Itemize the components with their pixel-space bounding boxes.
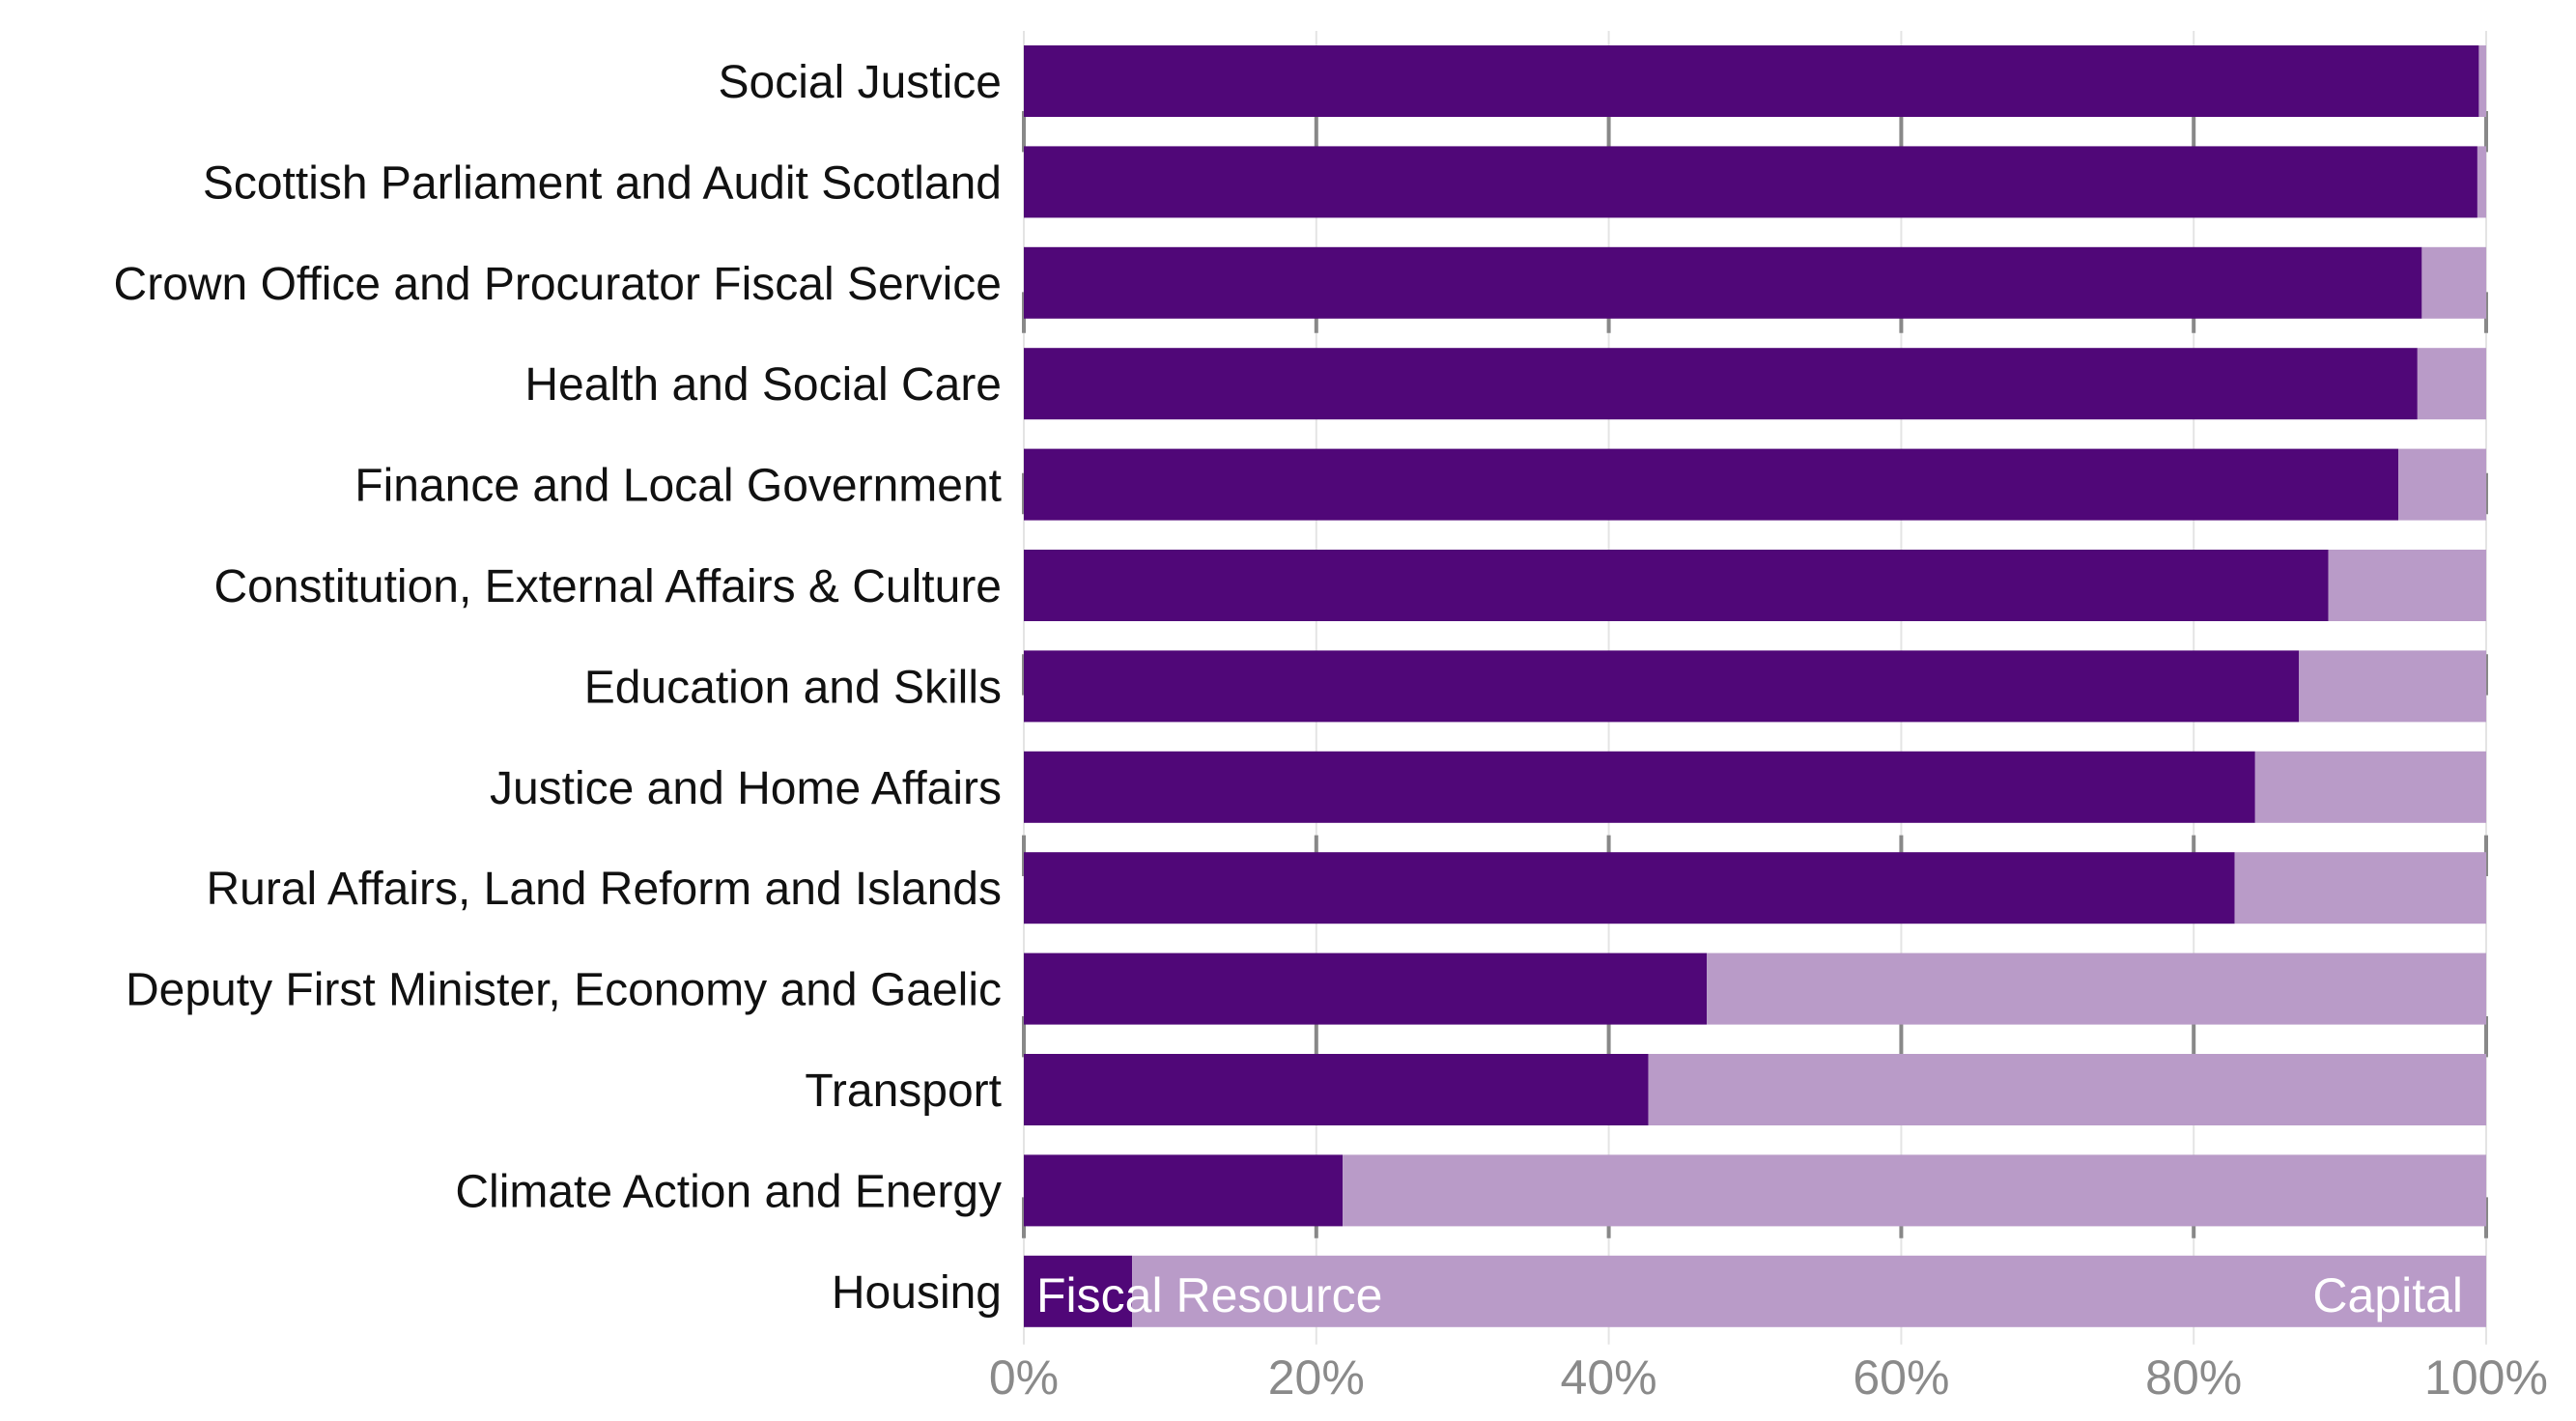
series-label-fiscal-resource: Fiscal Resource xyxy=(1036,1268,1382,1322)
bar-fiscal-resource xyxy=(1024,751,2255,823)
bar-fiscal-resource xyxy=(1024,348,2418,420)
category-label: Climate Action and Energy xyxy=(455,1166,1002,1217)
category-labels: Social Justice Scottish Parliament and Au… xyxy=(114,57,1002,1319)
category-label: Deputy First Minister, Economy and Gaeli… xyxy=(126,965,1002,1016)
x-tick-labels: 0% 20% 40% 60% 80% 100% xyxy=(989,1350,2548,1405)
x-tick-label: 40% xyxy=(1561,1350,1657,1405)
bar-capital xyxy=(2328,550,2486,621)
category-label: Housing xyxy=(832,1267,1002,1319)
bar-fiscal-resource xyxy=(1024,45,2479,117)
x-tick-label: 0% xyxy=(989,1350,1059,1405)
category-label: Transport xyxy=(805,1066,1002,1117)
bar-capital xyxy=(2421,246,2486,319)
x-tick-label: 100% xyxy=(2424,1350,2548,1405)
bar-capital xyxy=(2398,448,2486,521)
bar-capital xyxy=(2417,348,2486,420)
category-label: Social Justice xyxy=(719,57,1002,108)
bar-fiscal-resource xyxy=(1024,650,2300,723)
bar-fiscal-resource xyxy=(1024,550,2329,621)
x-tick-label: 60% xyxy=(1853,1350,1949,1405)
category-label: Health and Social Care xyxy=(524,359,1002,411)
bar-capital xyxy=(2477,146,2486,218)
x-tick-label: 20% xyxy=(1268,1350,1365,1405)
category-label: Justice and Home Affairs xyxy=(490,763,1002,814)
bar-fiscal-resource xyxy=(1024,1154,1344,1227)
category-label: Constitution, External Affairs & Culture xyxy=(213,561,1002,612)
bar-fiscal-resource xyxy=(1024,146,2477,218)
bar-capital xyxy=(2299,650,2486,723)
bar-fiscal-resource xyxy=(1024,852,2235,924)
category-label: Crown Office and Procurator Fiscal Servi… xyxy=(114,259,1002,310)
bars xyxy=(1024,45,2486,1327)
bar-capital xyxy=(2254,751,2486,823)
bar-fiscal-resource xyxy=(1024,246,2422,319)
bar-fiscal-resource xyxy=(1024,1255,1133,1327)
bar-fiscal-resource xyxy=(1024,448,2399,521)
bar-capital xyxy=(1343,1154,2486,1227)
category-label: Rural Affairs, Land Reform and Islands xyxy=(206,864,1002,915)
category-label: Finance and Local Government xyxy=(354,461,1002,512)
bar-capital xyxy=(1132,1255,2486,1327)
series-label-capital: Capital xyxy=(2312,1268,2463,1322)
bar-fiscal-resource xyxy=(1024,1054,1649,1125)
bar-fiscal-resource xyxy=(1024,952,1708,1025)
x-tick-label: 80% xyxy=(2145,1350,2242,1405)
bar-capital xyxy=(2478,45,2486,117)
bar-capital xyxy=(1707,952,2486,1025)
bar-capital xyxy=(1648,1054,2486,1125)
category-label: Scottish Parliament and Audit Scotland xyxy=(203,157,1002,209)
bar-capital xyxy=(2234,852,2486,924)
category-label: Education and Skills xyxy=(584,662,1002,713)
